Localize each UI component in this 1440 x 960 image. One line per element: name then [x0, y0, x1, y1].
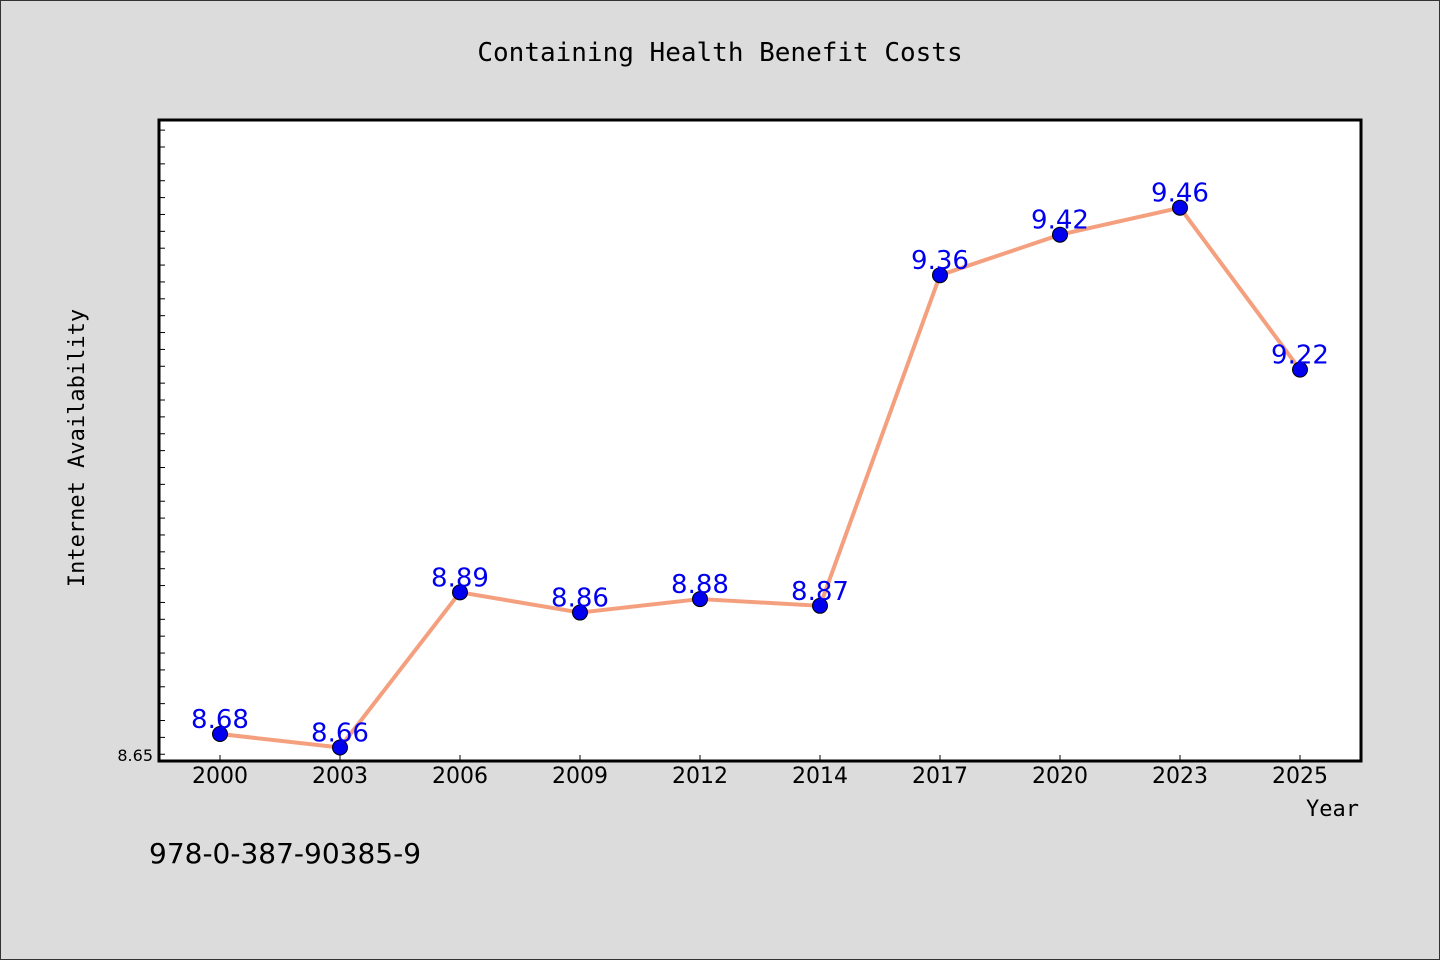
data-point: [1052, 226, 1068, 243]
x-tick-label: 2009: [552, 764, 608, 789]
data-label: 9.36: [911, 246, 969, 276]
x-tick-label: 2003: [312, 764, 368, 789]
data-label: 8.86: [551, 584, 609, 614]
data-label: 8.89: [431, 563, 489, 593]
chart-title: Containing Health Benefit Costs: [477, 38, 962, 68]
data-point: [812, 597, 828, 614]
x-tick-label: 2017: [912, 764, 968, 789]
y-tick-label: 8.65: [117, 746, 153, 765]
data-label: 9.42: [1031, 206, 1089, 236]
data-point: [692, 591, 708, 608]
data-label: 9.46: [1151, 179, 1209, 209]
data-label: 8.87: [791, 577, 849, 607]
series-markers: [212, 199, 1308, 756]
data-point: [572, 604, 588, 621]
data-point: [1292, 361, 1308, 378]
data-point: [452, 584, 468, 601]
x-tick-label: 2006: [432, 764, 488, 789]
x-tick-label: 2023: [1152, 764, 1208, 789]
data-label: 8.66: [311, 719, 369, 749]
x-tick-label: 2000: [192, 764, 248, 789]
isbn-annotation: 978-0-387-90385-9: [149, 837, 421, 870]
data-label: 8.68: [191, 705, 249, 735]
data-label: 9.22: [1271, 341, 1329, 371]
series-line: [219, 205, 1302, 750]
data-point: [1172, 199, 1188, 216]
y-axis-label: Internet Availability: [65, 309, 90, 587]
data-point: [332, 739, 348, 756]
y-axis-ticks: 8.65: [117, 129, 165, 765]
series-line-group: [219, 205, 1302, 750]
x-tick-label: 2025: [1272, 764, 1328, 789]
plot-area: [157, 118, 1363, 763]
data-point: [212, 726, 228, 743]
x-axis-label: Year: [1306, 797, 1359, 822]
x-tick-label: 2014: [792, 764, 848, 789]
x-tick-label: 2012: [672, 764, 728, 789]
x-tick-label: 2020: [1032, 764, 1088, 789]
data-label: 8.88: [671, 570, 729, 600]
data-point: [932, 267, 948, 284]
data-labels: 8.68 8.66 8.89 8.86 8.88 8.87 9.36 9.42 9.46 9.22: [191, 179, 1329, 749]
x-axis-ticks: 2000 2003 2006 2009 2012 2014 2017 2020 2023 2025: [192, 755, 1328, 789]
